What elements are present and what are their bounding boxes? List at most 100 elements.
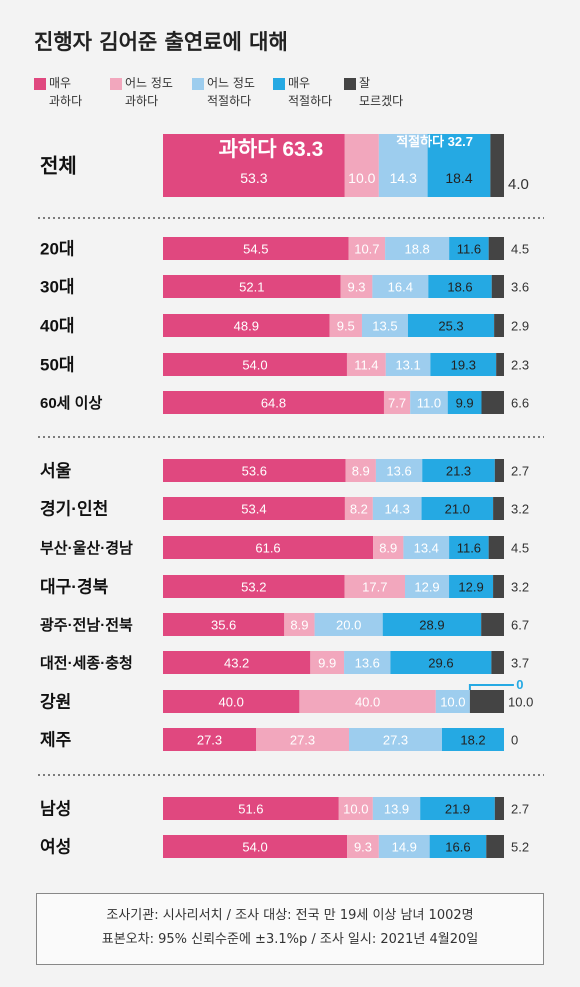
bar-segment (488, 536, 504, 559)
bar-value-label: 14.9 (392, 840, 417, 855)
bar-value-label: 9.3 (354, 840, 372, 855)
bar-segment (481, 613, 504, 636)
bar-segment (163, 835, 348, 858)
bar-segment (449, 237, 489, 260)
bar-value-label: 10.0 (343, 802, 368, 817)
bar-value-label: 61.6 (255, 541, 280, 556)
bar-segment (163, 275, 341, 298)
bar-segment (405, 575, 450, 598)
bar-segment (310, 651, 345, 674)
sum-excessive-label: 과하다 63.3 (219, 138, 324, 161)
bar-value-label: 9.9 (318, 656, 336, 671)
bar-segment (349, 728, 442, 751)
bar-value-label: 3.7 (511, 656, 529, 671)
bar-value-label: 20.0 (336, 618, 361, 633)
bar-value-label: 2.3 (511, 358, 529, 373)
bar-segment (373, 536, 404, 559)
bar-segment (163, 314, 330, 337)
bar-segment (299, 690, 436, 713)
bar-value-label: 54.5 (243, 242, 268, 257)
bar-segment (329, 314, 362, 337)
row-label: 제주 (40, 731, 72, 750)
bar-segment (378, 835, 430, 858)
bar-segment (410, 391, 448, 414)
bar-segment (344, 575, 406, 598)
bar-value-label: 2.7 (511, 464, 529, 479)
bar-value-label: 10.0 (348, 170, 375, 186)
bar-segment (348, 237, 386, 260)
row-label: 부산·울산·경남 (40, 539, 133, 557)
legend-swatch (34, 78, 46, 90)
source-footer: 조사기관: 시사리서치 / 조사 대상: 전국 만 19세 이상 남녀 1002… (36, 893, 544, 965)
bar-segment (163, 134, 345, 197)
bar-value-label: 17.7 (362, 580, 387, 595)
bar-value-label: 29.6 (428, 656, 453, 671)
bar-segment (486, 835, 504, 858)
bar-segment (494, 797, 504, 820)
bar-segment (449, 575, 494, 598)
bar-segment (344, 497, 373, 520)
bar-value-label: 10.0 (508, 695, 533, 710)
row-label: 대전·세종·충청 (40, 655, 133, 672)
bar-segment (420, 797, 495, 820)
bar-segment (163, 651, 311, 674)
bar-value-label: 18.4 (445, 170, 472, 186)
bar-value-label: 9.9 (456, 396, 474, 411)
bar-value-label: 51.6 (238, 802, 263, 817)
bar-segment (372, 275, 429, 298)
legend-swatch (273, 78, 285, 90)
bar-segment (490, 134, 504, 197)
bar-value-label: 5.2 (511, 840, 529, 855)
row-label: 60세 이상 (40, 395, 102, 412)
row-label: 50대 (40, 356, 75, 375)
bar-value-label: 0 (511, 733, 518, 748)
bar-value-label: 54.0 (242, 840, 267, 855)
bar-segment (163, 536, 374, 559)
bar-value-label: 11.6 (457, 541, 481, 556)
chart-title: 진행자 김어준 출연료에 대해 (34, 30, 288, 54)
bar-segment (163, 613, 285, 636)
bar-value-label: 13.5 (372, 319, 397, 334)
bar-segment (493, 497, 504, 520)
bar-segment (163, 728, 256, 751)
sum-appropriate-label: 적절하다 32.7 (396, 134, 473, 149)
bar-value-label: 53.3 (240, 170, 267, 186)
bar-value-label: 13.6 (355, 656, 380, 671)
bar-value-label: 3.2 (511, 502, 529, 517)
bar-value-label: 12.9 (414, 580, 439, 595)
bar-segment (375, 459, 423, 482)
bar-segment (256, 728, 349, 751)
bar-value-label: 0 (516, 677, 523, 692)
bar-segment (163, 575, 345, 598)
row-label: 남성 (40, 800, 71, 819)
bar-value-label: 25.3 (438, 319, 463, 334)
bar-segment (163, 690, 300, 713)
bar-segment (345, 459, 376, 482)
bar-segment (163, 797, 339, 820)
bar-value-label: 12.9 (458, 580, 483, 595)
bar-value-label: 6.7 (511, 618, 529, 633)
bar-segment (372, 497, 422, 520)
bar-value-label: 14.3 (385, 502, 410, 517)
bar-segment (163, 237, 349, 260)
bar-segment (347, 835, 379, 858)
bar-value-label: 16.6 (445, 840, 470, 855)
bar-segment (340, 275, 373, 298)
legend-label: 어느 정도 (207, 76, 255, 90)
bar-value-label: 27.3 (383, 733, 408, 748)
bar-segment (163, 353, 347, 376)
bar-segment (429, 835, 487, 858)
bar-value-label: 3.2 (511, 580, 529, 595)
bar-value-label: 35.6 (211, 618, 236, 633)
bar-segment (344, 651, 391, 674)
bar-segment (163, 391, 384, 414)
bar-segment (442, 728, 504, 751)
bar-value-label: 13.1 (395, 358, 420, 373)
bar-segment (385, 353, 431, 376)
bar-value-label: 6.6 (511, 396, 529, 411)
bar-segment (491, 651, 504, 674)
row-label: 경기·인천 (40, 500, 108, 519)
legend-label: 적절하다 (288, 94, 333, 108)
bar-value-label: 10.0 (440, 695, 465, 710)
